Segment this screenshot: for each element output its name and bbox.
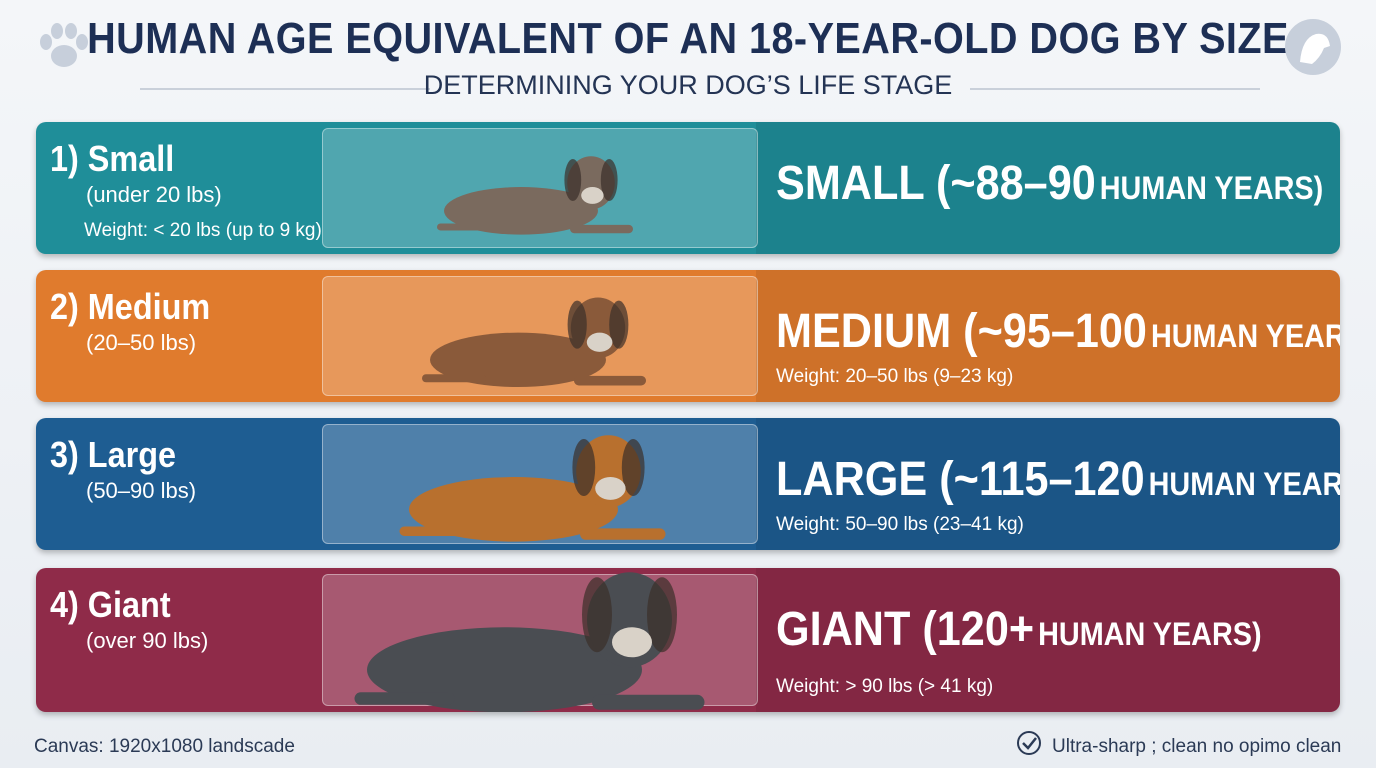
subtitle: DETERMINING YOUR DOG’S LIFE STAGE bbox=[423, 70, 953, 100]
weight-range: (20–50 lbs) bbox=[86, 330, 197, 355]
weight-detail: Weight: < 20 lbs (up to 9 kg) bbox=[84, 220, 322, 241]
size-label: 1) Small bbox=[50, 138, 175, 179]
weight-detail: Weight: 20–50 lbs (9–23 kg) bbox=[776, 366, 1014, 387]
result-suffix: HUMAN YEARS) bbox=[1099, 170, 1324, 206]
rule bbox=[140, 88, 430, 90]
paw-icon bbox=[40, 23, 88, 67]
check-icon bbox=[1017, 731, 1041, 755]
weight-detail: Weight: 50–90 lbs (23–41 kg) bbox=[776, 514, 1024, 535]
result-main: SMALL (~88–90 bbox=[776, 157, 1096, 210]
row: 4) Giant (over 90 lbs) Weight: > 90 lbs (>… bbox=[36, 568, 1340, 712]
result-main: GIANT (120+ bbox=[776, 603, 1035, 656]
rule bbox=[970, 88, 1260, 90]
footer-right: Ultra-sharp ; clean no opimo clean bbox=[1052, 736, 1342, 757]
result: SMALL (~88–90 HUMAN YEARS) bbox=[776, 156, 1323, 211]
result-panel bbox=[756, 568, 1340, 712]
size-label: 4) Giant bbox=[50, 584, 171, 625]
result-panel bbox=[756, 122, 1340, 254]
result: GIANT (120+ HUMAN YEARS) bbox=[776, 602, 1262, 657]
result-suffix: HUMAN YEARS) bbox=[1038, 616, 1262, 652]
weight-range: (under 20 lbs) bbox=[86, 182, 222, 207]
result-suffix: HUMAN YEARS) bbox=[1150, 318, 1340, 354]
weight-range: (50–90 lbs) bbox=[86, 478, 197, 503]
dog-illustration bbox=[354, 572, 705, 712]
result: LARGE (~115–120 HUMAN YEARS) bbox=[776, 452, 1340, 507]
dog-illustration bbox=[399, 435, 666, 542]
weight-detail: Weight: > 90 lbs (> 41 kg) bbox=[776, 676, 994, 697]
size-label: 2) Medium bbox=[50, 286, 211, 327]
result: MEDIUM (~95–100 HUMAN YEARS) bbox=[776, 304, 1340, 359]
footer-left: Canvas: 1920x1080 landscade bbox=[34, 736, 295, 757]
row: 3) Large (50–90 lbs) Weight: 50–90 lbs (23… bbox=[36, 418, 1340, 550]
row: 2) Medium (20–50 lbs) Weight: 20–50 lbs (9… bbox=[36, 270, 1340, 402]
result-suffix: HUMAN YEARS) bbox=[1148, 466, 1340, 502]
row: 1) Small (under 20 lbs) Weight: < 20 lbs (… bbox=[36, 122, 1340, 254]
size-label: 3) Large bbox=[50, 434, 177, 475]
result-main: MEDIUM (~95–100 bbox=[776, 305, 1147, 358]
result-panel bbox=[756, 270, 1340, 402]
dog-illustration bbox=[422, 297, 646, 388]
result-panel bbox=[756, 418, 1340, 550]
dog-icon bbox=[1285, 19, 1341, 75]
title: HUMAN AGE EQUIVALENT OF AN 18-YEAR-OLD D… bbox=[87, 14, 1289, 63]
weight-range: (over 90 lbs) bbox=[86, 628, 209, 653]
result-main: LARGE (~115–120 bbox=[776, 453, 1145, 506]
dog-illustration bbox=[437, 156, 633, 235]
